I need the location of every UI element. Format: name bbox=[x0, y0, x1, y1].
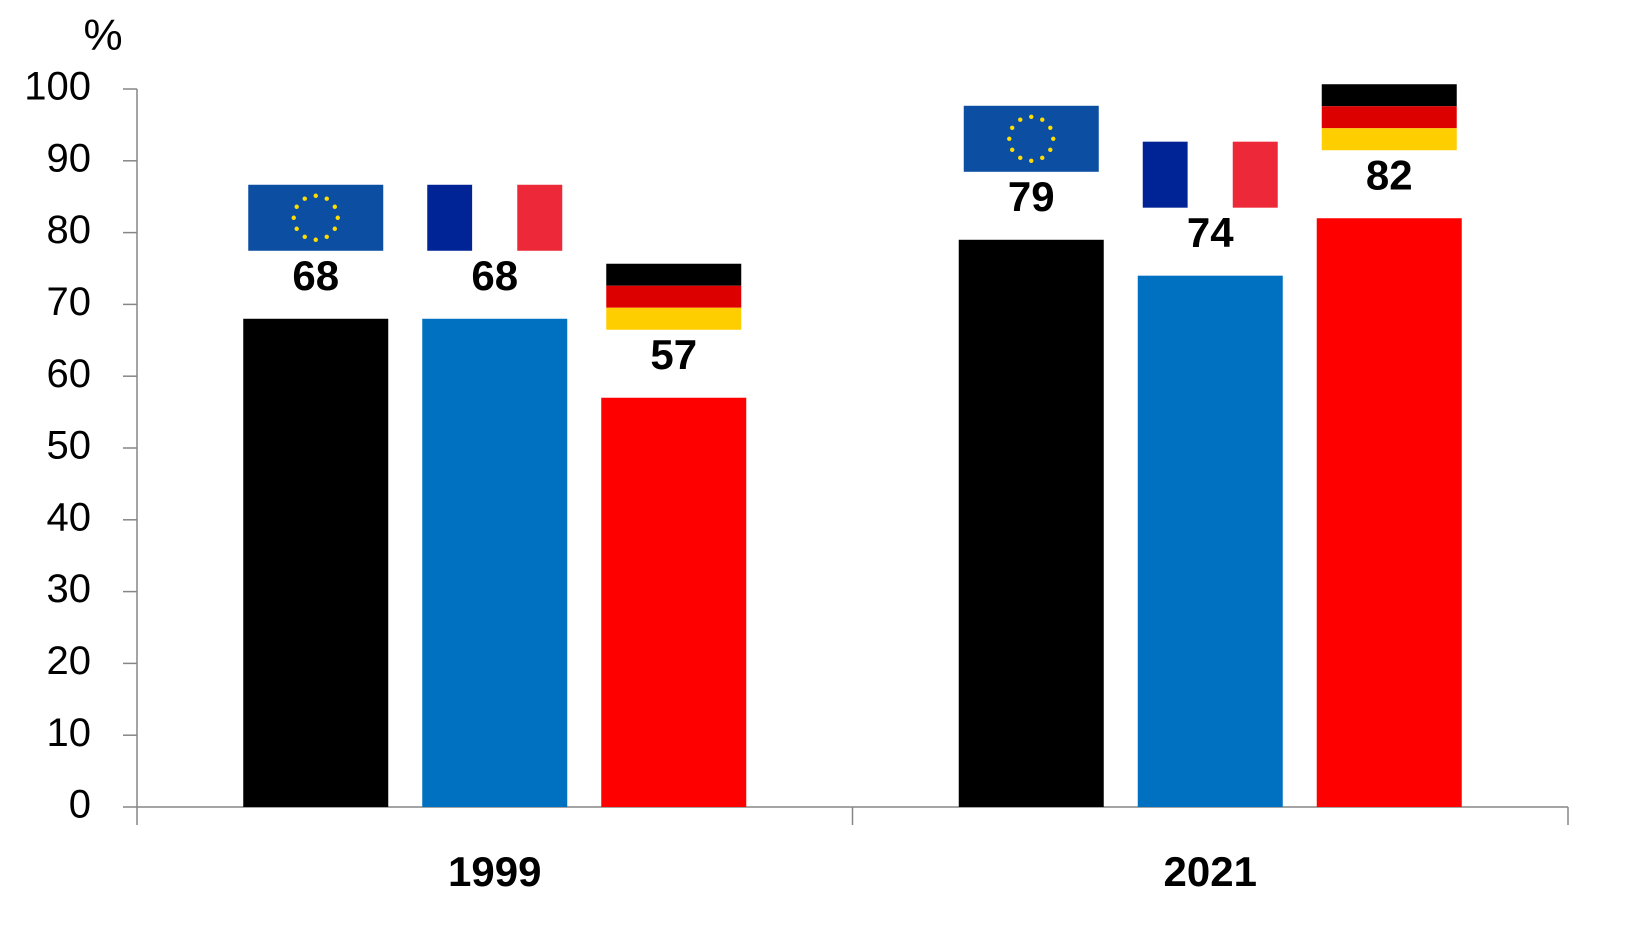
flag-star bbox=[1018, 117, 1023, 122]
y-tick-label: 70 bbox=[47, 280, 92, 324]
flag-star bbox=[1009, 147, 1015, 152]
flag-star bbox=[1040, 155, 1045, 161]
flag-stripe bbox=[427, 184, 473, 251]
flag-stripe bbox=[1321, 106, 1457, 129]
flag bbox=[606, 263, 742, 330]
flag-star bbox=[1040, 117, 1045, 122]
flag-star bbox=[324, 234, 329, 240]
y-tick-label: 40 bbox=[47, 495, 92, 539]
flag-star bbox=[1029, 158, 1034, 163]
flag bbox=[963, 105, 1099, 172]
bar bbox=[243, 318, 389, 807]
bar bbox=[1316, 218, 1462, 808]
flag-star bbox=[1007, 136, 1012, 141]
y-tick-label: 10 bbox=[47, 711, 92, 755]
bar bbox=[422, 318, 568, 807]
flag-stripe bbox=[606, 285, 742, 308]
flag-stripe bbox=[606, 307, 742, 330]
flag-star bbox=[1018, 155, 1023, 161]
flag-star bbox=[313, 237, 318, 242]
y-tick-label: 80 bbox=[47, 208, 92, 252]
y-tick-label: 30 bbox=[47, 567, 92, 611]
y-tick-label: 60 bbox=[47, 352, 92, 396]
x-tick-label: 2021 bbox=[1164, 848, 1257, 895]
flag-star bbox=[302, 196, 307, 201]
flag-star bbox=[1051, 136, 1056, 141]
y-tick-label: 100 bbox=[24, 65, 91, 109]
bar bbox=[958, 239, 1104, 807]
flag-star bbox=[294, 204, 299, 209]
flag-stripe bbox=[1187, 141, 1233, 208]
flag-star bbox=[1029, 114, 1034, 119]
data-label: 68 bbox=[292, 252, 339, 299]
flag-star bbox=[302, 234, 307, 240]
flag-stripe bbox=[517, 184, 563, 251]
flag-star bbox=[332, 204, 338, 209]
flag-star bbox=[1048, 147, 1053, 152]
flag bbox=[248, 184, 384, 251]
flag-star bbox=[313, 193, 318, 198]
flag-stripe bbox=[1142, 141, 1188, 208]
x-tick-label: 1999 bbox=[448, 848, 541, 895]
y-axis-label: % bbox=[83, 11, 122, 60]
flag-star bbox=[332, 226, 338, 231]
data-label: 57 bbox=[650, 331, 697, 378]
flag-stripe bbox=[1321, 84, 1457, 107]
data-label: 82 bbox=[1366, 151, 1413, 198]
flag bbox=[1321, 84, 1457, 151]
flag-stripe bbox=[1321, 128, 1457, 151]
data-label: 68 bbox=[471, 252, 518, 299]
flag-star bbox=[324, 196, 329, 201]
y-tick-label: 20 bbox=[47, 639, 92, 683]
data-label: 79 bbox=[1008, 173, 1055, 220]
flag-star bbox=[1048, 125, 1053, 130]
flag-star bbox=[294, 226, 299, 231]
y-tick-label: 0 bbox=[69, 783, 91, 827]
flag-stripe bbox=[1232, 141, 1278, 208]
flag-star bbox=[291, 215, 296, 220]
y-tick-label: 90 bbox=[47, 136, 92, 180]
y-tick-label: 50 bbox=[47, 424, 92, 468]
flag bbox=[427, 184, 563, 251]
data-label: 74 bbox=[1187, 209, 1234, 256]
flag-stripe bbox=[606, 263, 742, 286]
bar bbox=[601, 397, 747, 807]
flag bbox=[1142, 141, 1278, 208]
bar bbox=[1137, 275, 1283, 807]
flag-star bbox=[1009, 125, 1015, 130]
flag-stripe bbox=[472, 184, 518, 251]
flag-star bbox=[335, 215, 340, 220]
